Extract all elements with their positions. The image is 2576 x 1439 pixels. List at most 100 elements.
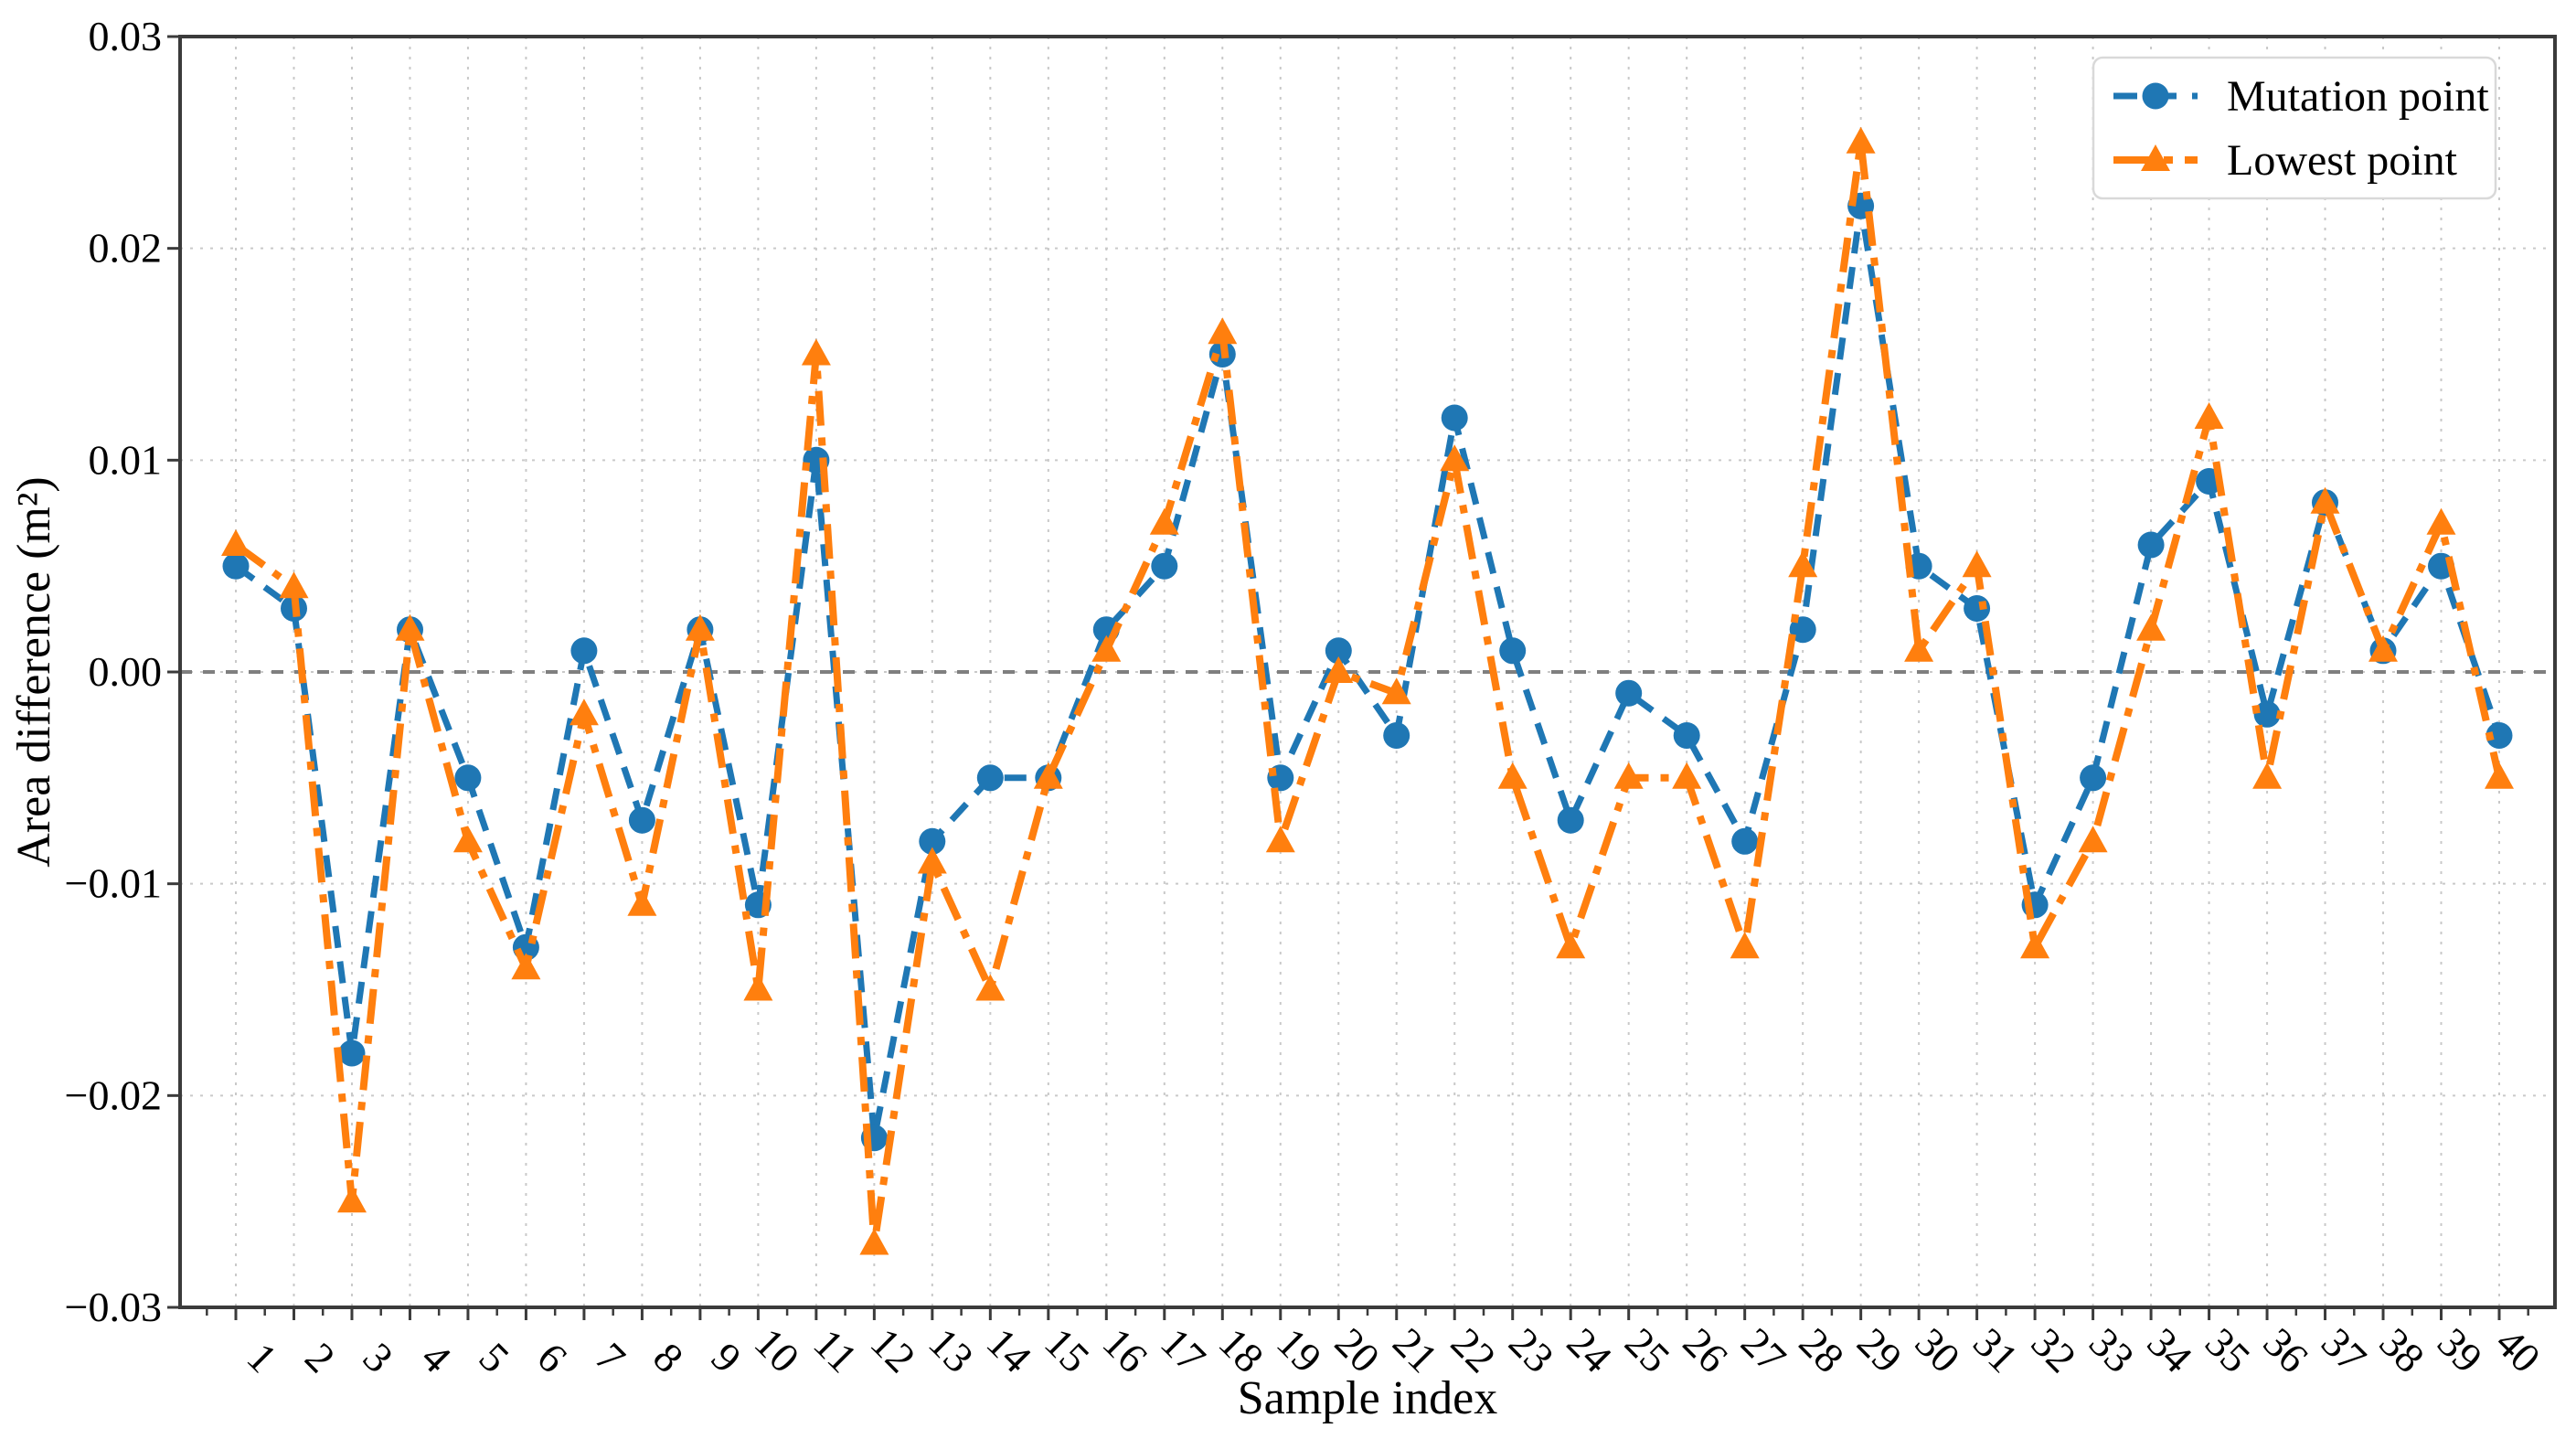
x-tick-label: 15 [1036,1318,1099,1381]
data-point-marker [919,827,946,855]
x-tick-label: 1 [239,1334,286,1381]
data-point-marker [1672,762,1702,789]
legend-item: Mutation point [2113,72,2489,121]
x-tick-label: 17 [1152,1318,1215,1381]
y-tick-label: 0.03 [89,13,163,59]
data-point-marker [1730,932,1760,959]
data-point-marker [569,698,599,726]
legend-marker-triangle [2141,144,2170,171]
x-tick-label: 33 [2081,1318,2144,1381]
legend: Mutation point Lowest point [2092,56,2497,200]
x-tick-label: 7 [587,1334,634,1381]
data-point-marker [1673,722,1700,749]
x-tick-label: 29 [1848,1318,1911,1381]
data-point-marker [337,1186,367,1213]
x-tick-label: 8 [644,1334,692,1381]
x-tick-label: 9 [703,1334,750,1381]
data-point-marker [859,1228,889,1255]
x-tick-label: 13 [920,1318,983,1381]
data-point-marker [2136,613,2166,641]
data-point-marker [338,1039,366,1067]
data-point-marker [1324,656,1354,683]
x-tick-label: 34 [2138,1318,2201,1381]
data-point-marker [801,338,831,366]
data-point-marker [2426,507,2456,535]
data-point-marker [1846,126,1876,154]
data-point-marker [2194,402,2224,429]
x-tick-label: 27 [1732,1318,1795,1381]
data-point-marker [1381,677,1411,705]
data-point-marker [976,764,1004,792]
y-tick-label: −0.03 [65,1284,162,1330]
x-tick-label: 28 [1791,1318,1854,1381]
data-point-marker [1091,634,1122,662]
data-point-marker [917,847,947,874]
data-point-marker [975,974,1006,1001]
x-tick-label: 14 [978,1318,1041,1381]
legend-label: Mutation point [2227,72,2489,121]
data-point-marker [395,613,425,641]
data-point-marker [743,974,773,1001]
data-point-marker [2252,762,2283,789]
x-axis-label: Sample index [1238,1372,1498,1424]
x-tick-label: 39 [2429,1318,2492,1381]
data-point-marker [1208,317,1238,345]
x-tick-label: 3 [355,1334,402,1381]
data-point-marker [627,889,657,916]
x-tick-label: 35 [2197,1318,2260,1381]
data-point-marker [2137,531,2165,559]
x-tick-label: 26 [1675,1318,1738,1381]
legend-label: Lowest point [2227,136,2458,185]
data-point-marker [279,571,309,599]
data-point-marker [1556,932,1586,959]
x-tick-label: 30 [1907,1318,1970,1381]
data-point-marker [1613,762,1644,789]
data-point-marker [2486,722,2513,749]
y-axis-label: Area difference (m²) [8,476,60,867]
legend-item: Lowest point [2113,136,2458,185]
data-point-marker [2368,634,2398,662]
x-tick-label: 37 [2313,1318,2376,1381]
data-point-marker [222,552,250,580]
data-point-marker [511,953,541,980]
y-tick-label: 0.02 [89,225,163,272]
y-tick-label: −0.01 [65,860,162,907]
data-point-marker [2485,762,2514,789]
data-point-marker [1383,722,1410,749]
x-tick-label: 36 [2254,1318,2317,1381]
x-tick-label: 2 [296,1334,344,1381]
data-point-marker [454,764,482,792]
data-point-marker [1440,444,1470,472]
data-point-marker [1265,826,1295,853]
x-tick-label: 24 [1559,1318,1622,1381]
data-point-marker [1788,550,1818,578]
x-tick-label: 16 [1094,1318,1157,1381]
data-point-marker [2253,700,2281,728]
data-point-marker [2078,826,2108,853]
x-tick-label: 40 [2486,1318,2549,1381]
data-point-marker [2020,932,2050,959]
data-point-marker [1149,507,1179,535]
y-tick-label: 0.01 [89,436,163,483]
data-point-marker [1499,637,1527,665]
y-tick-label: 0.00 [89,648,163,695]
data-point-marker [1151,552,1178,580]
x-tick-label: 38 [2370,1318,2433,1381]
data-point-marker [221,529,250,556]
x-tick-label: 23 [1500,1318,1563,1381]
data-point-marker [1789,616,1816,644]
data-point-marker [570,637,598,665]
data-point-marker [1731,827,1759,855]
data-point-marker [1441,404,1468,432]
data-point-marker [1962,550,1992,578]
series-lowest-point [221,126,2514,1255]
data-point-marker [1904,634,1934,662]
data-point-marker [1325,637,1352,665]
x-tick-label: 10 [746,1318,809,1381]
x-tick-label: 32 [2023,1318,2086,1381]
y-tick-label: −0.02 [65,1071,162,1118]
series-line [233,202,2503,1142]
data-point-marker [2080,764,2107,792]
data-point-marker [685,613,715,641]
